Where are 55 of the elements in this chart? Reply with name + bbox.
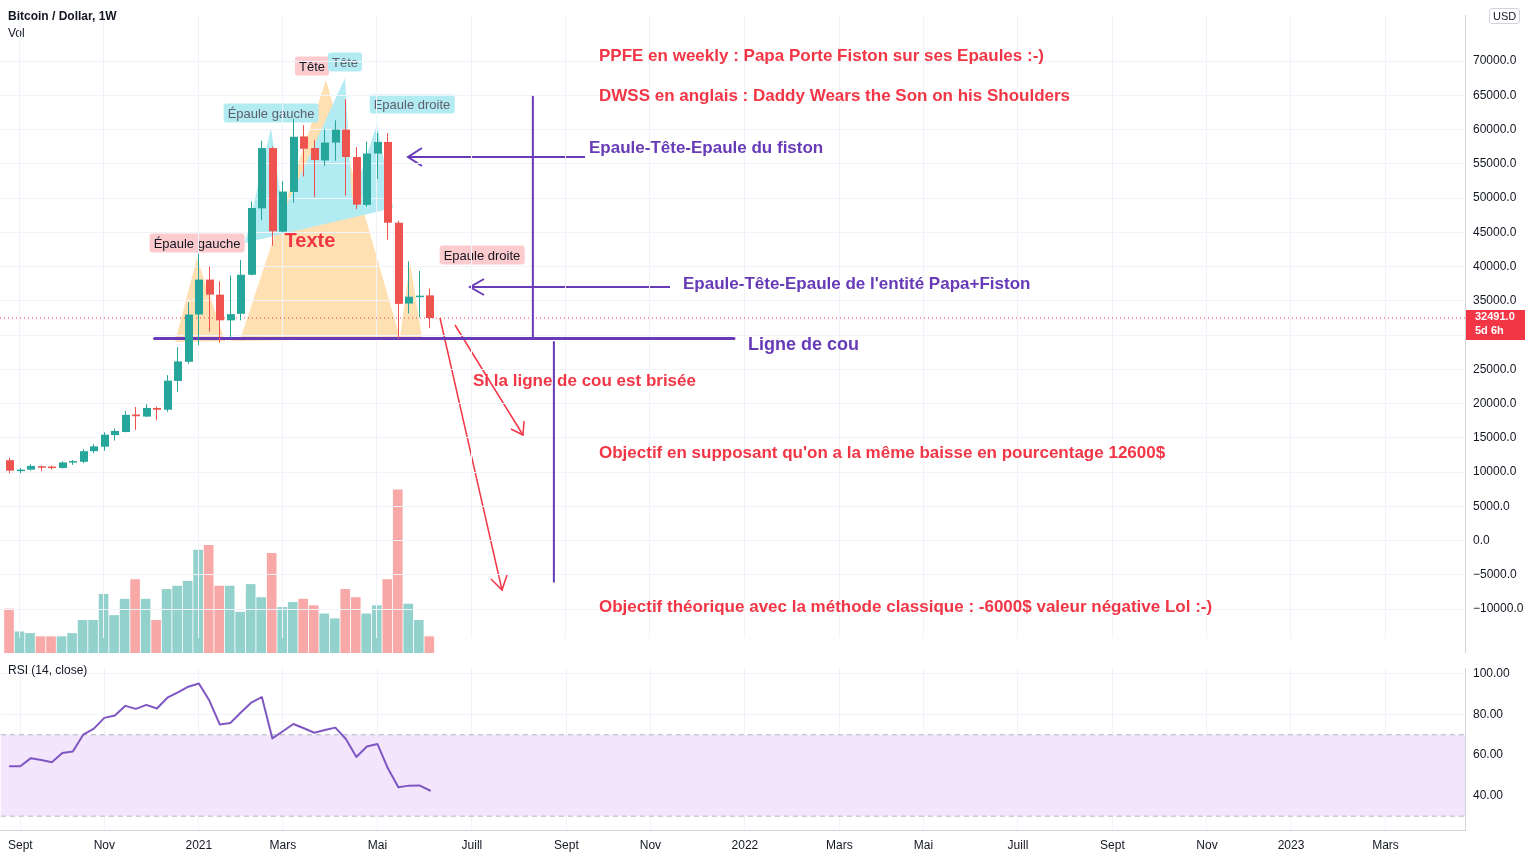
annotation: Objectif en supposant qu'on a la même baisse en pourcentage 12600$ xyxy=(599,442,1166,464)
annotation: Tête xyxy=(294,56,330,76)
chart-title: Vol xyxy=(8,26,25,40)
y-tick-label: 55000.0 xyxy=(1473,156,1517,171)
annotation: Epaule-Tête-Epaule de l'entité Papa+Fiston xyxy=(683,273,1031,295)
y-tick-label: 20000.0 xyxy=(1473,395,1517,410)
x-tick-label: Nov xyxy=(1196,837,1218,852)
x-tick-label: Mars xyxy=(269,837,297,852)
y-tick-label: 80.00 xyxy=(1473,706,1504,721)
x-tick-label: Nov xyxy=(93,837,116,852)
y-tick-label: 40000.0 xyxy=(1473,258,1517,273)
x-tick-label: 2023 xyxy=(1277,837,1305,852)
annotation: Si la ligne de cou est brisée xyxy=(473,370,696,392)
y-tick-label: 0.0 xyxy=(1473,532,1491,547)
y-tick-label: 50000.0 xyxy=(1473,190,1517,205)
x-tick-label: Mars xyxy=(826,837,853,852)
x-tick-label: Mai xyxy=(913,837,934,852)
y-tick-label: 40.00 xyxy=(1473,788,1504,803)
y-tick-label: 100.00 xyxy=(1473,666,1511,681)
x-tick-label: Juill xyxy=(1007,837,1029,852)
x-tick-label: Sept xyxy=(1100,837,1126,852)
annotation: Texte xyxy=(284,228,336,252)
series-label: Ligne de cou xyxy=(748,334,860,355)
y-tick-label: 60000.0 xyxy=(1473,121,1517,136)
annotation: Epaule-Tête-Epaule du fiston xyxy=(589,137,824,159)
x-tick-label: 2022 xyxy=(731,837,759,852)
annotation: Épaule gauche xyxy=(223,103,319,123)
y-tick-label: −5000.0 xyxy=(1473,567,1518,582)
y-tick-label: 65000.0 xyxy=(1473,87,1517,102)
x-tick-label: Mars xyxy=(1372,837,1399,852)
x-tick-label: 2021 xyxy=(185,837,213,852)
chart-title: Bitcoin / Dollar, 1W xyxy=(8,9,117,23)
chart-title: RSI (14, close) xyxy=(8,663,88,677)
y-tick-label: 60.00 xyxy=(1473,747,1504,762)
y-tick-label: 45000.0 xyxy=(1473,224,1517,239)
annotation: Objectif théorique avec la méthode classique : -6000$ valeur négative Lol :-) xyxy=(599,596,1213,618)
annotation: DWSS en anglais : Daddy Wears the Son on his Shoulders xyxy=(599,85,1071,107)
text: USD xyxy=(1489,8,1521,24)
ref-line-label: 32491.0 5d 6h xyxy=(1475,310,1515,337)
annotation: Épaule gauche xyxy=(149,233,245,253)
x-tick-label: Sept xyxy=(554,837,580,852)
x-tick-label: Mai xyxy=(367,837,388,852)
x-tick-label: Nov xyxy=(639,837,662,852)
y-tick-label: 35000.0 xyxy=(1473,293,1517,308)
x-tick-label: Sept xyxy=(8,837,34,852)
y-tick-label: 5000.0 xyxy=(1473,498,1511,513)
annotation: Epaule droite xyxy=(369,94,455,114)
y-tick-label: 10000.0 xyxy=(1473,464,1517,479)
annotation: PPFE en weekly : Papa Porte Fiston sur ses Epaules :-) xyxy=(599,45,1044,67)
x-tick-label: Juill xyxy=(461,837,483,852)
annotation: Epaule droite xyxy=(439,245,525,265)
y-tick-label: 15000.0 xyxy=(1473,430,1517,445)
y-tick-label: −10000.0 xyxy=(1473,601,1524,616)
y-tick-label: 70000.0 xyxy=(1473,53,1517,68)
y-tick-label: 25000.0 xyxy=(1473,361,1517,376)
